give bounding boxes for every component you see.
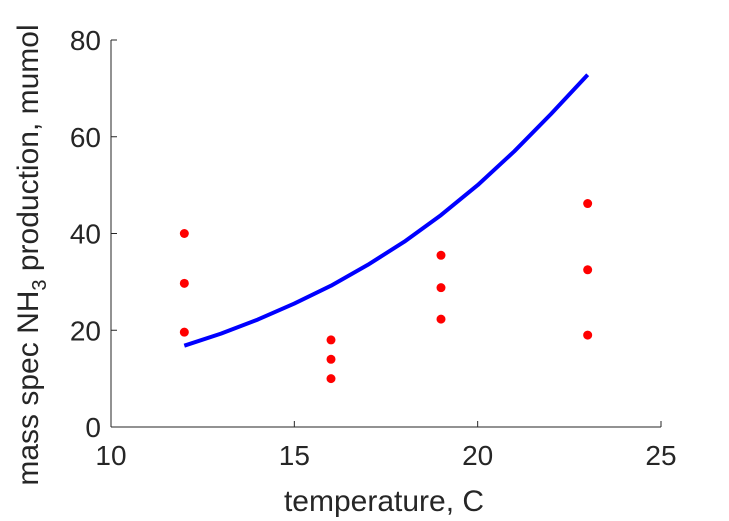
data-point <box>179 327 189 337</box>
data-point <box>583 199 593 209</box>
data-point <box>326 354 336 364</box>
y-tick-label: 0 <box>85 412 101 443</box>
y-axis-label-subscript: 3 <box>29 279 51 290</box>
y-tick-label: 60 <box>70 122 101 153</box>
y-axis-label: mass spec NH3 production, mumol <box>12 24 51 485</box>
model-curve <box>183 73 590 348</box>
y-tick-label: 80 <box>70 25 101 56</box>
x-tick-label: 10 <box>95 440 126 471</box>
data-point <box>436 250 446 260</box>
y-axis-label-rest: production, mumol <box>12 24 45 279</box>
axes <box>110 40 661 428</box>
data-point <box>179 229 189 238</box>
data-point <box>583 265 593 275</box>
data-point <box>436 314 446 324</box>
data-point <box>326 374 336 384</box>
data-point <box>179 278 189 288</box>
data-point <box>326 335 336 345</box>
y-axis-label-main: mass spec NH <box>12 291 45 486</box>
x-axis-label: temperature, C <box>284 485 484 518</box>
curve-layer <box>183 73 590 348</box>
x-tick-label: 15 <box>279 440 310 471</box>
y-tick-label: 20 <box>70 315 101 346</box>
points-layer <box>179 199 593 384</box>
x-tick-label: 25 <box>645 440 676 471</box>
ticks: 10 15 20 25 0 20 40 60 80 <box>70 25 677 471</box>
x-tick-label: 20 <box>462 440 493 471</box>
data-point <box>583 330 593 340</box>
data-point <box>436 283 446 293</box>
y-tick-label: 40 <box>70 219 101 250</box>
